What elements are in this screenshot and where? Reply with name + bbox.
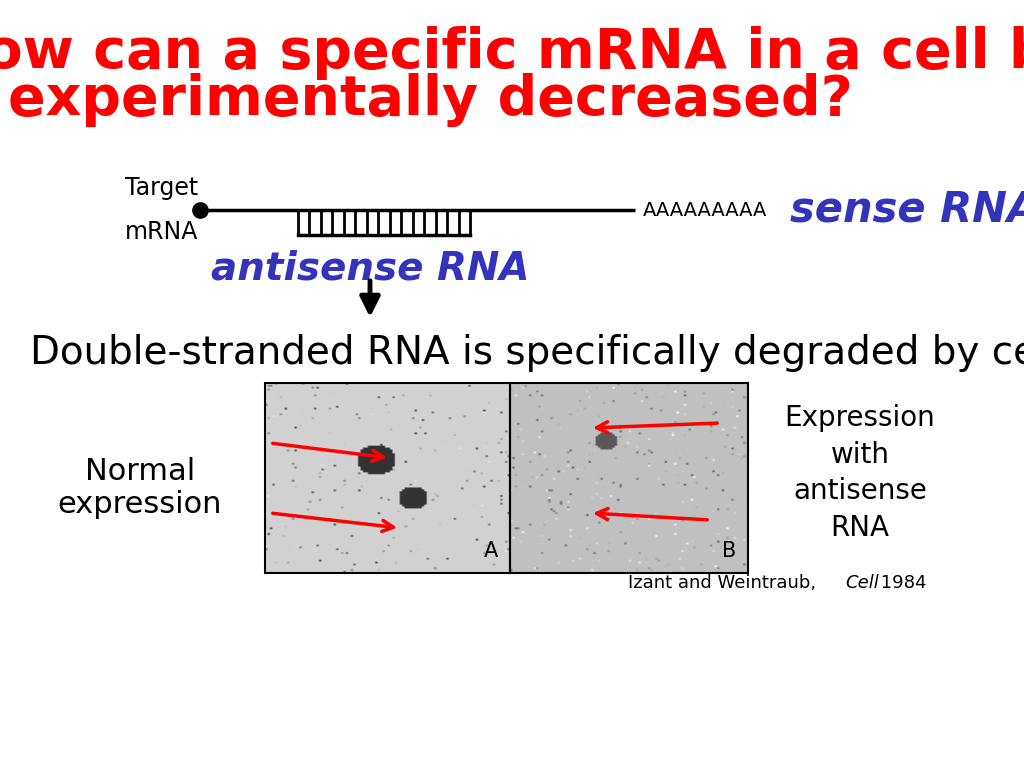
Text: Target: Target: [125, 176, 199, 200]
Text: Double-stranded RNA is specifically degraded by cell: Double-stranded RNA is specifically degr…: [30, 334, 1024, 372]
Text: Izant and Weintraub,: Izant and Weintraub,: [628, 574, 822, 592]
Bar: [265, 383, 510, 573]
Text: Expression
with
antisense
RNA: Expression with antisense RNA: [784, 404, 935, 542]
Text: AAAAAAAAA: AAAAAAAAA: [643, 200, 767, 220]
Text: sense RNA: sense RNA: [790, 189, 1024, 231]
Text: mRNA: mRNA: [125, 220, 199, 244]
Text: antisense RNA: antisense RNA: [211, 249, 529, 287]
Text: experimentally decreased?: experimentally decreased?: [7, 73, 852, 127]
Text: Cell: Cell: [845, 574, 879, 592]
Text: 1984: 1984: [874, 574, 927, 592]
Text: How can a specific mRNA in a cell be: How can a specific mRNA in a cell be: [0, 26, 1024, 80]
Text: B: B: [722, 541, 736, 561]
Text: A: A: [483, 541, 498, 561]
Bar: [510, 383, 748, 573]
Text: Normal
expression: Normal expression: [57, 457, 222, 519]
